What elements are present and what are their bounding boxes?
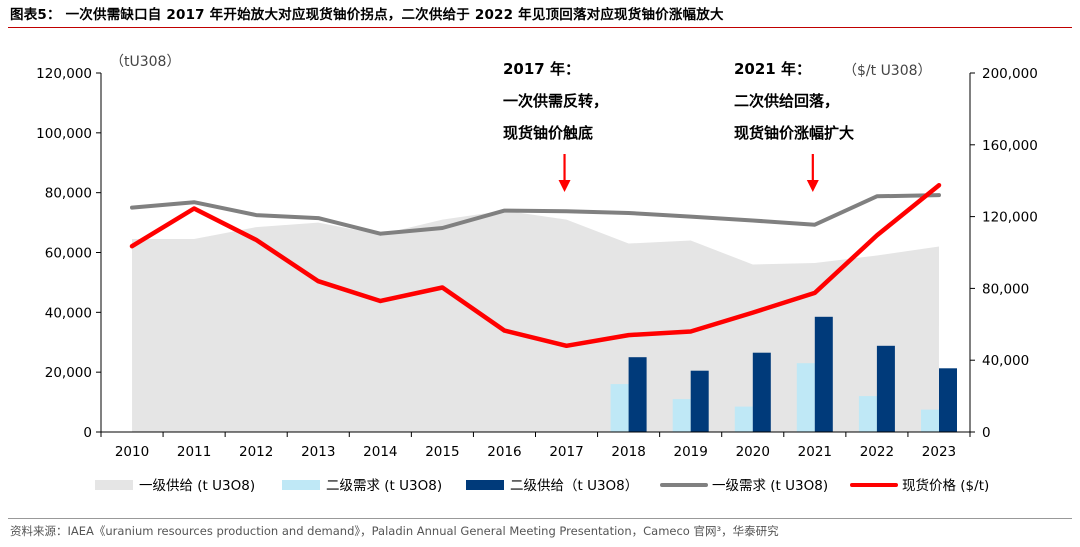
x-tick-label: 2020 (736, 444, 770, 460)
y-left-tick-label: 100,000 (36, 126, 92, 142)
bar-secondary-supply-2019 (690, 370, 709, 432)
right-axis-unit: （$/t U308） (843, 63, 932, 79)
bar-secondary-demand-2018 (610, 384, 629, 432)
annotation-2017-line: 2017 年： (503, 60, 580, 78)
y-left-tick-label: 120,000 (36, 66, 92, 82)
bar-layer (610, 316, 957, 432)
annotation-layer: 2017 年： 一次供需反转， 现货铀价触底 2021 年： 二次供给回落， 现货铀价涨幅… (503, 60, 854, 192)
annotation-2017-line: 现货铀价触底 (503, 124, 593, 142)
y-right-tick-label: 120,000 (982, 210, 1038, 226)
title-rule (8, 27, 1072, 28)
x-tick-label: 2018 (611, 444, 645, 460)
bar-secondary-demand-2020 (734, 406, 753, 432)
x-tick-label: 2019 (673, 444, 707, 460)
annotation-2021-line: 2021 年： (734, 60, 811, 78)
x-tick-label: 2017 (549, 444, 583, 460)
x-tick-label: 2021 (798, 444, 832, 460)
y-left-tick-label: 40,000 (45, 305, 92, 321)
annotation-2021-line: 现货铀价涨幅扩大 (734, 124, 854, 142)
legend-swatch-1 (282, 480, 320, 490)
line-layer (129, 182, 942, 349)
y-left-tick-label: 0 (83, 425, 92, 441)
legend-label-2: 二级供给（t U3O8） (510, 478, 638, 494)
x-tick-label: 2015 (425, 444, 459, 460)
legend-swatch-0 (95, 480, 133, 490)
x-tick-label: 2012 (239, 444, 273, 460)
bar-secondary-supply-2021 (814, 316, 833, 432)
bar-secondary-supply-2023 (939, 368, 957, 432)
source-note: 资料来源：IAEA《uranium resources production a… (10, 524, 779, 538)
bar-secondary-demand-2022 (858, 396, 877, 432)
y-left-tick-label: 80,000 (45, 186, 92, 202)
bar-secondary-demand-2021 (796, 363, 815, 432)
legend-label-0: 一级供给 (t U3O8) (139, 478, 255, 494)
legend-swatch-2 (466, 480, 504, 490)
x-tick-label: 2013 (301, 444, 335, 460)
footer-rule (8, 518, 1072, 519)
bar-secondary-supply-2020 (752, 352, 771, 432)
left-axis-unit: （tU308） (110, 54, 180, 70)
x-tick-label: 2016 (487, 444, 521, 460)
area-layer (132, 210, 939, 432)
annotation-2017-line: 一次供需反转， (503, 92, 608, 110)
legend-label-3: 一级需求 (t U3O8) (712, 478, 828, 494)
x-tick-label: 2014 (363, 444, 397, 460)
figure-title: 图表5： 一次供需缺口自 2017 年开始放大对应现货铀价拐点，二次供给于 20… (10, 7, 724, 23)
legend-label-1: 二级需求 (t U3O8) (326, 478, 442, 494)
annotation-arrow-head-2017 (558, 180, 571, 192)
y-right-tick-label: 40,000 (982, 353, 1029, 369)
y-right-tick-label: 80,000 (982, 281, 1029, 297)
area-primary-supply (132, 210, 939, 432)
legend-label-4: 现货价格 ($/t) (902, 477, 989, 494)
bar-secondary-supply-2018 (628, 357, 647, 432)
y-left-tick-label: 20,000 (45, 365, 92, 381)
axes-layer: 0 20,000 40,000 60,000 80,000 100,000 120,000 0… (36, 54, 1038, 460)
annotation-arrow-head-2021 (806, 180, 819, 192)
x-tick-label: 2011 (177, 444, 211, 460)
y-right-tick-label: 200,000 (982, 66, 1038, 82)
x-tick-label: 2023 (922, 444, 956, 460)
line-primary-demand (130, 193, 941, 236)
bar-secondary-demand-2019 (672, 399, 691, 432)
bar-secondary-supply-2022 (876, 345, 895, 432)
annotation-2021-line: 二次供给回落， (734, 92, 839, 110)
y-left-tick-label: 60,000 (45, 246, 92, 262)
chart-legend: 一级供给 (t U3O8) 二级需求 (t U3O8) 二级供给（t U3O8） 一级… (95, 477, 989, 494)
x-tick-label: 2010 (115, 444, 149, 460)
line-spot-price (129, 182, 942, 349)
y-right-tick-label: 160,000 (982, 138, 1038, 154)
y-right-tick-label: 0 (982, 425, 991, 441)
x-tick-label: 2022 (860, 444, 894, 460)
bar-secondary-demand-2023 (921, 409, 939, 432)
